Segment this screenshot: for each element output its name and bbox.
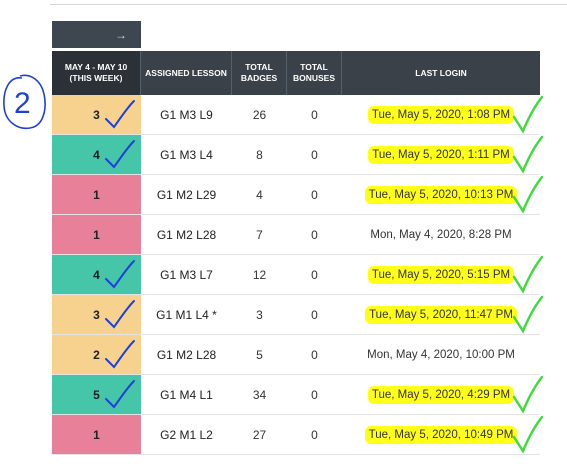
week-count-cell: 3 bbox=[52, 295, 141, 334]
total-bonuses-cell: 0 bbox=[311, 307, 318, 322]
assigned-lesson-cell: G1 M2 L29 bbox=[156, 187, 217, 202]
highlighted-login-text: Tue, May 5, 2020, 10:13 PM bbox=[364, 185, 518, 204]
header-assigned-lesson[interactable]: ASSIGNED LESSON bbox=[141, 51, 232, 95]
assigned-lesson-cell: G1 M3 L9 bbox=[160, 107, 213, 122]
total-bonuses-cell: 0 bbox=[311, 387, 318, 402]
week-count-cell: 4 bbox=[52, 255, 141, 294]
total-badges-cell: 12 bbox=[252, 267, 267, 282]
last-login-cell: Tue, May 5, 2020, 11:47 PM bbox=[342, 295, 540, 334]
table-header: MAY 4 - MAY 10 (THIS WEEK) ASSIGNED LESS… bbox=[52, 51, 540, 95]
header-last-login[interactable]: LAST LOGIN bbox=[415, 67, 467, 78]
week-count-cell: 4 bbox=[52, 135, 141, 174]
table-row[interactable]: 5 G1 M4 L1 34 0 Tue, May 5, 2020, 4:29 PM bbox=[52, 375, 540, 415]
table-row[interactable]: 2 G1 M2 L28 5 0 Mon, May 4, 2020, 10:00 PM bbox=[52, 335, 540, 375]
student-progress-table: MAY 4 - MAY 10 (THIS WEEK) ASSIGNED LESS… bbox=[52, 51, 540, 455]
total-badges-cell: 27 bbox=[252, 427, 267, 442]
week-count-cell: 5 bbox=[52, 375, 141, 414]
assigned-lesson-cell: G1 M2 L28 bbox=[156, 227, 217, 242]
table-body: 3 G1 M3 L9 26 0 Tue, May 5, 2020, 1:08 PM 4 G1… bbox=[52, 95, 540, 455]
total-badges-cell: 5 bbox=[256, 347, 263, 362]
week-count-cell: 1 bbox=[52, 215, 141, 254]
total-bonuses-cell: 0 bbox=[311, 347, 318, 362]
total-bonuses-cell: 0 bbox=[311, 427, 318, 442]
table-row[interactable]: 1 G1 M2 L28 7 0 Mon, May 4, 2020, 8:28 PM bbox=[52, 215, 540, 255]
week-count-cell: 3 bbox=[52, 95, 141, 134]
last-login-cell: Tue, May 5, 2020, 10:13 PM bbox=[342, 175, 540, 214]
header-total-bonuses[interactable]: TOTAL BONUSES bbox=[287, 51, 342, 95]
week-count-cell: 1 bbox=[52, 175, 141, 214]
assigned-lesson-cell: G1 M4 L1 bbox=[160, 387, 213, 402]
last-login-cell: Mon, May 4, 2020, 10:00 PM bbox=[367, 348, 515, 361]
total-badges-cell: 8 bbox=[256, 147, 263, 162]
assigned-lesson-cell: G1 M1 L4 * bbox=[156, 307, 217, 322]
assigned-lesson-cell: G1 M2 L28 bbox=[156, 347, 217, 362]
assigned-lesson-cell: G1 M3 L4 bbox=[160, 147, 213, 162]
total-bonuses-cell: 0 bbox=[311, 227, 318, 242]
last-login-cell: Tue, May 5, 2020, 1:08 PM bbox=[342, 95, 540, 134]
last-login-cell: Tue, May 5, 2020, 5:15 PM bbox=[342, 255, 540, 294]
table-row[interactable]: 4 G1 M3 L4 8 0 Tue, May 5, 2020, 1:11 PM bbox=[52, 135, 540, 175]
total-badges-cell: 3 bbox=[256, 307, 263, 322]
total-badges-cell: 4 bbox=[256, 187, 263, 202]
total-bonuses-cell: 0 bbox=[311, 147, 318, 162]
circled-number-annotation: 2 bbox=[3, 74, 46, 130]
last-login-cell: Mon, May 4, 2020, 8:28 PM bbox=[370, 228, 512, 241]
assigned-lesson-cell: G1 M3 L7 bbox=[160, 267, 213, 282]
week-nav-button[interactable]: → bbox=[52, 21, 141, 48]
last-login-cell: Tue, May 5, 2020, 10:49 PM bbox=[342, 415, 540, 454]
highlighted-login-text: Tue, May 5, 2020, 11:47 PM bbox=[365, 305, 517, 324]
last-login-cell: Tue, May 5, 2020, 1:11 PM bbox=[342, 135, 540, 174]
highlighted-login-text: Tue, May 5, 2020, 10:49 PM bbox=[364, 425, 518, 444]
highlighted-login-text: Tue, May 5, 2020, 1:08 PM bbox=[367, 105, 515, 124]
table-row[interactable]: 1 G1 M2 L29 4 0 Tue, May 5, 2020, 10:13 PM bbox=[52, 175, 540, 215]
total-bonuses-cell: 0 bbox=[311, 187, 318, 202]
last-login-cell: Tue, May 5, 2020, 4:29 PM bbox=[342, 375, 540, 414]
header-week[interactable]: MAY 4 - MAY 10 (THIS WEEK) bbox=[52, 51, 141, 95]
highlighted-login-text: Tue, May 5, 2020, 4:29 PM bbox=[367, 385, 515, 404]
table-row[interactable]: 4 G1 M3 L7 12 0 Tue, May 5, 2020, 5:15 PM bbox=[52, 255, 540, 295]
header-total-badges[interactable]: TOTAL BADGES bbox=[232, 51, 287, 95]
total-badges-cell: 7 bbox=[256, 227, 263, 242]
arrow-right-icon: → bbox=[115, 27, 127, 42]
table-row[interactable]: 3 G1 M3 L9 26 0 Tue, May 5, 2020, 1:08 PM bbox=[52, 95, 540, 135]
total-bonuses-cell: 0 bbox=[311, 267, 318, 282]
highlighted-login-text: Tue, May 5, 2020, 1:11 PM bbox=[368, 145, 514, 164]
table-row[interactable]: 1 G2 M1 L2 27 0 Tue, May 5, 2020, 10:49 PM bbox=[52, 415, 540, 455]
week-count-cell: 2 bbox=[52, 335, 141, 374]
table-row[interactable]: 3 G1 M1 L4 * 3 0 Tue, May 5, 2020, 11:47 PM bbox=[52, 295, 540, 335]
highlighted-login-text: Tue, May 5, 2020, 5:15 PM bbox=[367, 265, 515, 284]
week-count-cell: 1 bbox=[52, 415, 141, 454]
total-badges-cell: 26 bbox=[252, 107, 267, 122]
top-divider bbox=[50, 4, 567, 5]
total-badges-cell: 34 bbox=[252, 387, 267, 402]
circled-number-text: 2 bbox=[14, 87, 31, 120]
assigned-lesson-cell: G2 M1 L2 bbox=[160, 427, 213, 442]
total-bonuses-cell: 0 bbox=[311, 107, 318, 122]
